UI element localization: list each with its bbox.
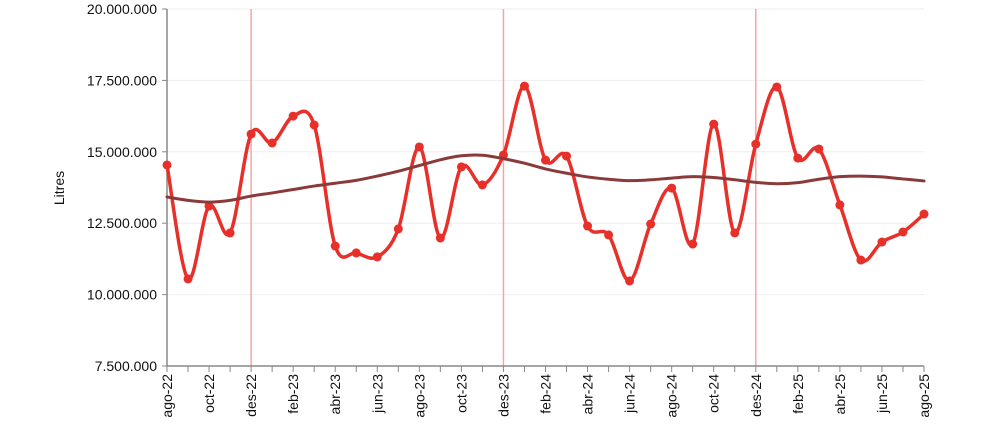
data-point-marker (625, 276, 635, 286)
data-point-marker (688, 239, 698, 249)
consumption-line (165, 84, 926, 283)
data-point-marker (604, 230, 614, 240)
y-axis-title: Litres (51, 171, 67, 205)
trend-line (165, 153, 926, 204)
x-tick-label: des-24 (748, 374, 764, 417)
data-point-marker (835, 200, 845, 210)
data-point-marker (204, 201, 214, 211)
data-point-marker (730, 228, 740, 238)
data-point-marker (646, 219, 656, 229)
x-tick-label: des-22 (243, 374, 259, 417)
data-point-marker (414, 142, 424, 152)
data-point-marker (562, 151, 572, 161)
x-tick-label: feb-24 (538, 374, 554, 414)
y-tick-label: 7.500.000 (95, 358, 157, 374)
vertical-marker-lines (250, 9, 757, 366)
x-tick-label: des-23 (495, 374, 511, 417)
x-tick-label: jun-24 (622, 374, 638, 414)
data-point-marker (667, 183, 677, 193)
x-tick-label: feb-23 (285, 374, 301, 414)
data-point-marker (267, 138, 277, 148)
x-axis-tick-labels: ago-22 oct-22 des-22 feb-23 abr-23 jun-23 ago-… (159, 374, 932, 418)
data-point-marker (856, 255, 866, 265)
y-tick-label: 17.500.000 (87, 72, 157, 88)
data-point-marker (330, 241, 340, 251)
data-point-marker (351, 248, 361, 258)
y-axis-tick-labels: 7.500.000 10.000.000 12.500.000 15.000.000 1… (87, 1, 157, 374)
x-tick-label: ago-24 (664, 374, 680, 418)
data-point-marker (919, 209, 929, 219)
gridlines (167, 8, 924, 296)
data-point-marker (583, 221, 593, 231)
x-tick-label: ago-23 (411, 374, 427, 418)
x-tick-label: feb-25 (790, 374, 806, 414)
axes (162, 8, 925, 372)
x-tick-label: jun-23 (369, 374, 385, 414)
y-tick-label: 15.000.000 (87, 144, 157, 160)
data-point-marker (772, 82, 782, 92)
x-tick-label: oct-23 (453, 374, 469, 413)
y-tick-label: 20.000.000 (87, 1, 157, 17)
data-point-marker (751, 139, 761, 149)
data-point-marker (456, 162, 466, 172)
y-tick-label: 10.000.000 (87, 287, 157, 303)
data-series (162, 81, 929, 286)
data-point-marker (519, 81, 529, 91)
data-point-marker (709, 119, 719, 129)
x-tick-label: oct-24 (706, 374, 722, 413)
data-point-marker (309, 120, 319, 130)
data-point-marker (541, 155, 550, 165)
x-tick-label: abr-23 (327, 374, 343, 415)
data-point-marker (246, 129, 256, 139)
x-tick-label: abr-25 (832, 374, 848, 415)
x-tick-label: jun-25 (874, 374, 890, 414)
data-point-marker (393, 224, 403, 234)
y-tick-label: 12.500.000 (87, 215, 157, 231)
data-point-marker (288, 111, 298, 121)
data-point-marker (814, 144, 824, 154)
data-point-marker (435, 233, 445, 243)
x-tick-label: ago-25 (916, 374, 932, 418)
data-point-marker (898, 227, 908, 237)
data-point-marker (183, 274, 193, 284)
data-point-marker (162, 160, 172, 170)
data-point-marker (877, 237, 887, 247)
data-point-marker (372, 252, 382, 262)
data-point-marker (225, 228, 235, 238)
x-tick-label: abr-24 (580, 374, 596, 415)
data-point-marker (477, 180, 487, 190)
data-point-marker (793, 153, 803, 163)
x-tick-label: oct-22 (201, 374, 217, 413)
x-tick-label: ago-22 (159, 374, 175, 418)
